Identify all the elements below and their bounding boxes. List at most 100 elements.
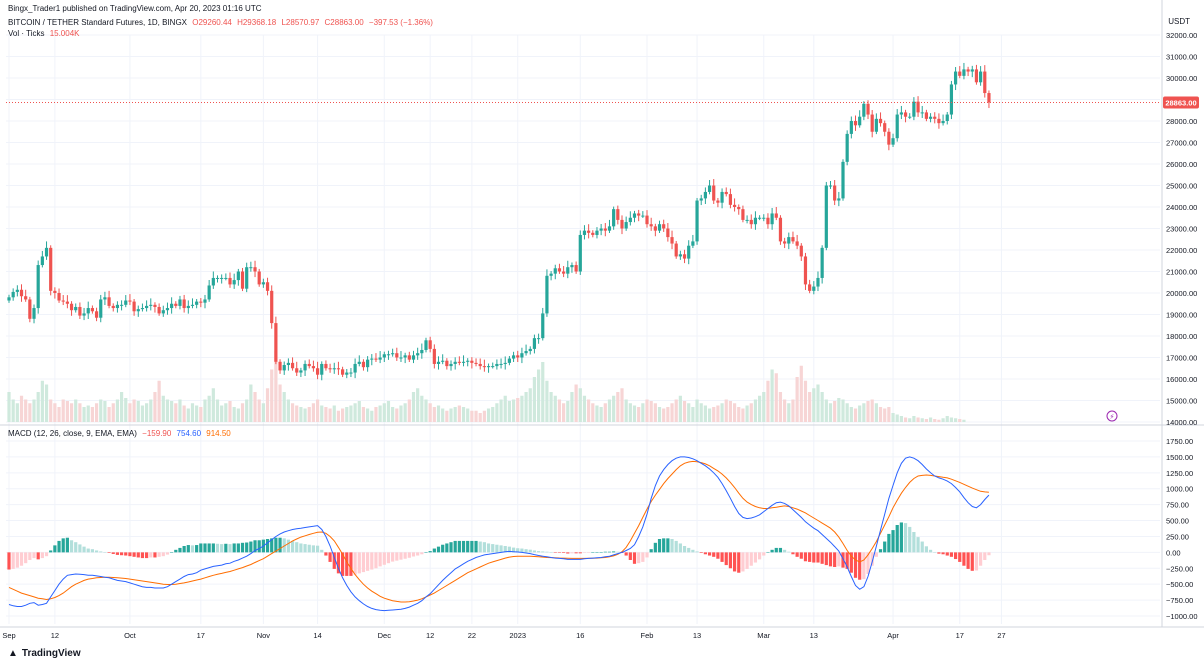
candle-body bbox=[557, 268, 562, 272]
candle-body bbox=[970, 69, 974, 72]
volume-bar bbox=[40, 380, 44, 422]
volume-bar bbox=[562, 403, 566, 422]
volume-bar bbox=[49, 399, 53, 422]
currency-label: USDT bbox=[1168, 17, 1190, 26]
macd-histogram-bar bbox=[128, 552, 132, 557]
macd-histogram-bar bbox=[570, 552, 574, 554]
candle-body bbox=[562, 271, 566, 274]
volume-bar bbox=[119, 392, 124, 422]
volume-bar bbox=[174, 403, 178, 422]
macd-histogram-bar bbox=[416, 552, 420, 556]
macd-histogram-bar bbox=[566, 552, 570, 554]
brand-name: TradingView bbox=[21, 648, 81, 659]
macd-histogram-bar bbox=[874, 552, 878, 557]
volume-bar bbox=[774, 373, 778, 422]
macd-histogram-bar bbox=[441, 544, 445, 553]
volume-bar bbox=[545, 380, 549, 422]
time-tick-label: 16 bbox=[576, 631, 584, 640]
macd-histogram-bar bbox=[90, 549, 94, 553]
time-tick-label: Oct bbox=[124, 631, 137, 640]
volume-bar bbox=[928, 417, 933, 422]
candle-body bbox=[607, 226, 612, 231]
macd-histogram-bar bbox=[845, 552, 849, 569]
candle-body bbox=[749, 219, 753, 225]
volume-bar bbox=[908, 418, 912, 422]
macd-histogram-bar bbox=[541, 551, 545, 553]
volume-bar bbox=[416, 388, 420, 422]
macd-histogram-bar bbox=[174, 549, 178, 553]
volume-bar bbox=[107, 407, 111, 422]
macd-histogram-bar bbox=[145, 552, 149, 559]
candle-body bbox=[541, 313, 545, 339]
tradingview-brand[interactable]: ▲ TradingView bbox=[8, 648, 81, 659]
macd-histogram-bar bbox=[328, 552, 332, 562]
macd-histogram-bar bbox=[774, 547, 778, 553]
candle-body bbox=[411, 355, 416, 360]
macd-histogram-bar bbox=[641, 552, 645, 562]
macd-label: MACD (12, 26, close, 9, EMA, EMA) bbox=[8, 429, 137, 438]
volume-bar bbox=[528, 388, 532, 422]
candle-body bbox=[436, 361, 441, 364]
volume-bar bbox=[895, 414, 899, 422]
volume-bar bbox=[428, 403, 432, 422]
macd-histogram-bar bbox=[878, 549, 883, 553]
volume-bar bbox=[933, 419, 937, 422]
volume-bar bbox=[816, 384, 820, 422]
macd-histogram-bar bbox=[645, 552, 649, 558]
macd-histogram-bar bbox=[366, 552, 370, 571]
volume-bar bbox=[486, 408, 491, 422]
candle-body bbox=[366, 359, 370, 368]
candle-body bbox=[249, 267, 253, 269]
change-value: −397.53 (−1.36%) bbox=[368, 18, 433, 27]
volume-bar bbox=[670, 403, 674, 422]
price-tick-label: 21000.00 bbox=[1166, 268, 1197, 277]
volume-bar bbox=[541, 362, 545, 422]
price-tick-label: 25000.00 bbox=[1166, 182, 1197, 191]
macd-histogram-bar bbox=[653, 542, 657, 553]
candle-body bbox=[199, 301, 203, 303]
volume-bar bbox=[11, 399, 15, 422]
macd-histogram-bar bbox=[49, 550, 53, 553]
volume-bar bbox=[86, 405, 90, 422]
volume-bar bbox=[286, 399, 290, 422]
macd-histogram-bar bbox=[595, 552, 599, 553]
macd-histogram-bar bbox=[862, 552, 866, 580]
last-price-tag bbox=[1163, 96, 1199, 109]
tradingview-logo-icon: ▲ bbox=[8, 648, 18, 659]
candle-body bbox=[745, 219, 749, 221]
macd-histogram-bar bbox=[119, 552, 124, 556]
candle-body bbox=[28, 299, 32, 319]
candle-body bbox=[516, 355, 520, 358]
volume-bar bbox=[662, 408, 666, 422]
volume-bar bbox=[520, 395, 524, 422]
volume-bar bbox=[858, 405, 862, 422]
macd-histogram-bar bbox=[716, 552, 720, 559]
candle-body bbox=[774, 213, 778, 218]
candle-body bbox=[491, 366, 495, 368]
time-tick-label: 17 bbox=[197, 631, 205, 640]
volume-bar bbox=[449, 408, 453, 422]
candle-body bbox=[332, 368, 336, 370]
macd-histogram-bar bbox=[837, 552, 841, 567]
macd-histogram-bar bbox=[186, 545, 190, 553]
volume-bar bbox=[115, 399, 120, 422]
candle-body bbox=[657, 224, 662, 231]
candle-body bbox=[19, 289, 24, 297]
macd-histogram-bar bbox=[657, 539, 662, 553]
candle-body bbox=[336, 368, 341, 370]
volume-bar bbox=[899, 416, 903, 422]
time-tick-label: 14 bbox=[313, 631, 321, 640]
volume-bar bbox=[245, 399, 249, 422]
volume-bar bbox=[783, 399, 787, 422]
candle-body bbox=[783, 241, 787, 244]
candle-body bbox=[236, 271, 240, 281]
volume-bar bbox=[99, 399, 103, 422]
volume-bar bbox=[737, 407, 741, 422]
macd-histogram-bar bbox=[524, 549, 528, 553]
macd-histogram-bar bbox=[391, 552, 395, 562]
volume-bar bbox=[524, 392, 528, 422]
volume-bar bbox=[170, 401, 174, 422]
volume-bar bbox=[874, 403, 878, 422]
volume-bar bbox=[178, 399, 182, 422]
